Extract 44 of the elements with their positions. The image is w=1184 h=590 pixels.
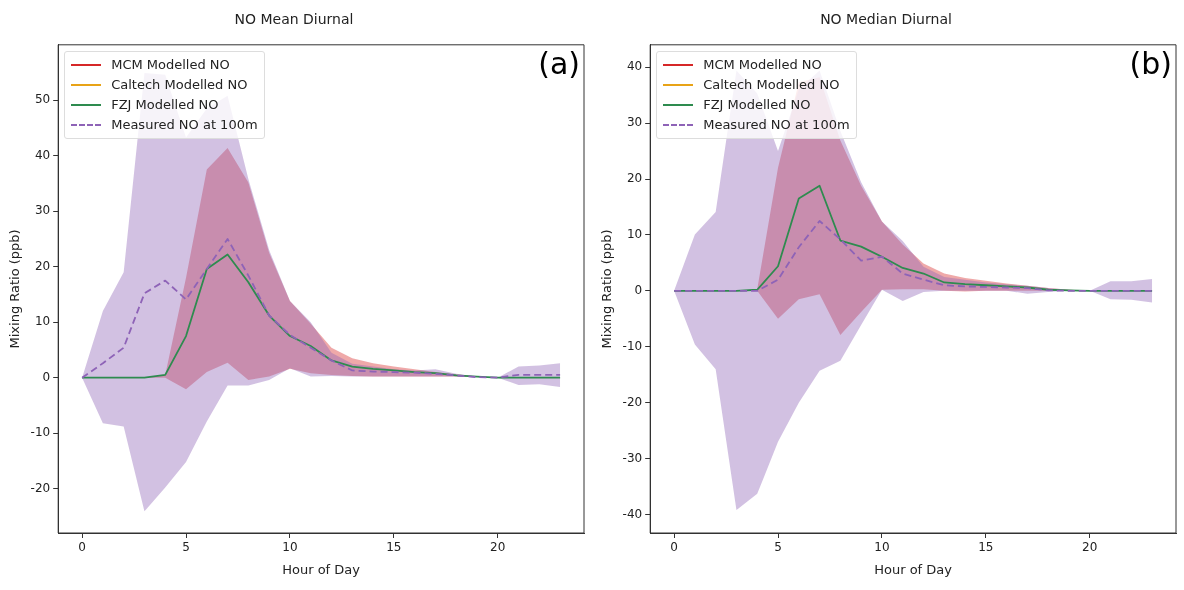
legend-label: MCM Modelled NO [703,57,822,73]
annotation: (b) [1129,45,1172,81]
x-tick-label: 15 [386,540,402,555]
y-tick-label: -20 [622,394,643,409]
y-tick-label: 20 [34,258,51,273]
chart-title: NO Mean Diurnal [234,11,354,28]
y-tick-label: 0 [42,369,51,384]
y-tick-label: 20 [626,171,643,186]
y-tick-label: 50 [34,92,51,107]
y-tick-label: -30 [622,450,643,465]
y-tick-label: 10 [626,227,643,242]
legend-label: Caltech Modelled NO [703,77,840,93]
x-tick-label: 15 [978,540,994,555]
y-tick-label: 40 [34,147,51,162]
x-tick-label: 5 [182,540,190,555]
y-tick-label: 40 [626,59,643,74]
x-axis-title: Hour of Day [874,561,953,577]
y-tick-label: 30 [34,203,51,218]
x-tick-label: 0 [670,540,678,555]
y-tick-label: 10 [34,314,51,329]
y-tick-label: -10 [30,425,51,440]
x-tick-label: 0 [78,540,86,555]
legend-label: FZJ Modelled NO [111,97,219,113]
legend-label: Measured NO at 100m [111,117,258,133]
legend-label: MCM Modelled NO [111,57,230,73]
x-tick-label: 20 [1082,540,1098,555]
y-axis-title: Mixing Ratio (ppb) [7,229,23,349]
x-tick-label: 20 [490,540,506,555]
y-tick-label: 30 [626,115,643,130]
y-tick-label: -20 [30,480,51,495]
legend-label: Measured NO at 100m [703,117,850,133]
annotation: (a) [538,45,580,81]
x-tick-label: 5 [774,540,782,555]
x-tick-label: 10 [874,540,890,555]
y-tick-label: -40 [622,506,643,521]
y-axis-title: Mixing Ratio (ppb) [599,229,615,349]
y-tick-label: -10 [622,338,643,353]
legend-label: FZJ Modelled NO [703,97,811,113]
y-tick-label: 0 [634,282,643,297]
legend-label: Caltech Modelled NO [111,77,248,93]
chart-title: NO Median Diurnal [820,11,952,28]
line-series [673,220,1153,292]
x-tick-label: 10 [282,540,298,555]
x-axis-title: Hour of Day [282,561,361,577]
